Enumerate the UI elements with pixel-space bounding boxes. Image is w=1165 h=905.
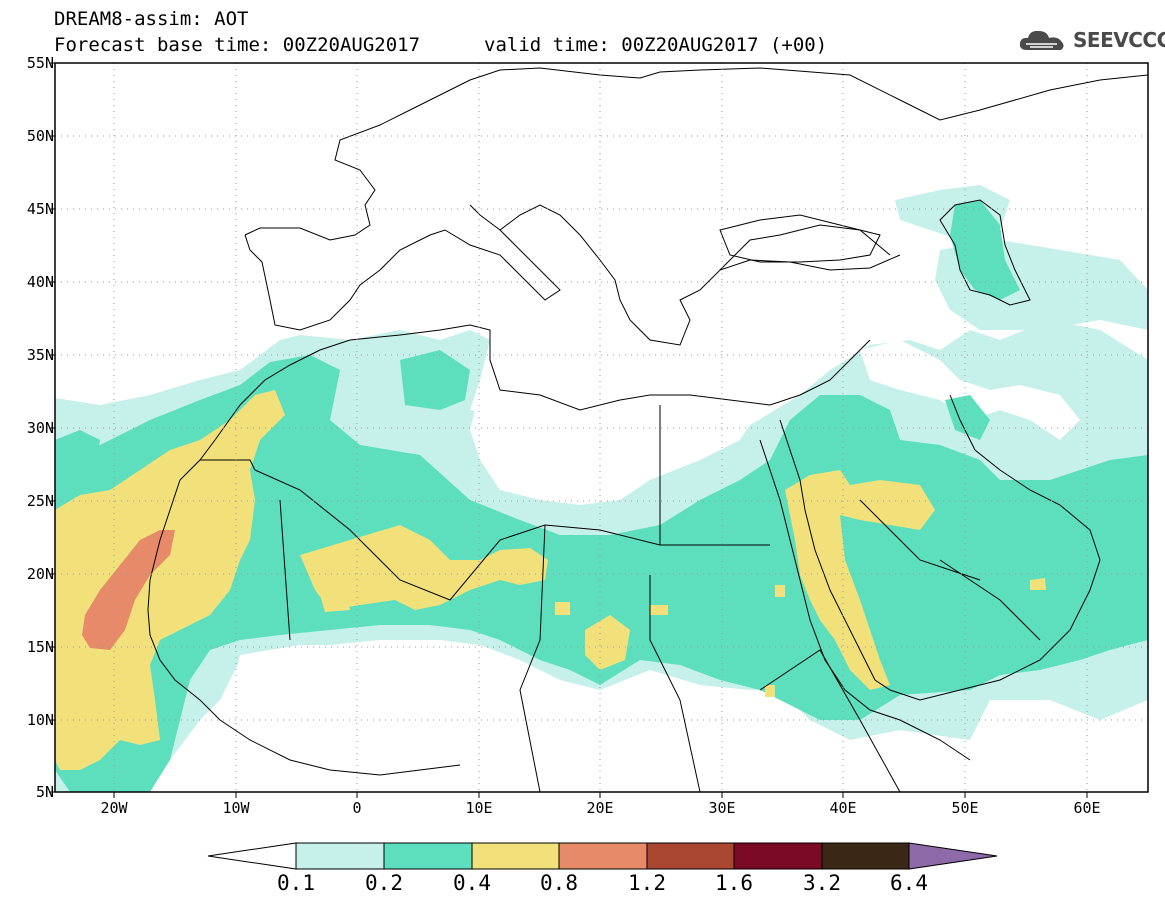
colorbar-label: 3.2: [803, 871, 841, 895]
coastlines-and-borders: [147, 67, 1148, 792]
lon-label: 0: [352, 799, 362, 817]
lat-label: 40N: [26, 273, 54, 291]
colorbar-swatch-5: [646, 842, 735, 870]
lon-label: 20W: [100, 799, 128, 817]
base-time: Forecast base time: 00Z20AUG2017: [54, 34, 421, 56]
contour-0.8: [82, 530, 175, 650]
lat-label: 35N: [26, 346, 54, 364]
colorbar-label: 0.2: [365, 871, 403, 895]
lat-label: 30N: [26, 419, 54, 437]
colorbar-swatch-3: [471, 842, 560, 870]
colorbar-label: 0.1: [277, 871, 315, 895]
colorbar-swatch-1: [295, 842, 385, 870]
colorbar-swatch-2: [383, 842, 473, 870]
aot-contours: [55, 185, 1148, 792]
lon-label: 10W: [222, 799, 250, 817]
colorbar-swatch-4: [558, 842, 648, 870]
lat-label: 20N: [26, 565, 54, 583]
lat-label: 15N: [26, 638, 54, 656]
seevccc-logo: SEEVCCC: [1017, 26, 1165, 54]
lat-label: 45N: [26, 200, 54, 218]
colorbar-swatch-7: [821, 842, 910, 870]
lon-label: 20E: [586, 799, 614, 817]
colorbar-high-arrow: [908, 842, 998, 870]
graticule: [55, 63, 1148, 792]
lon-label: 30E: [708, 799, 736, 817]
lon-label: 50E: [951, 799, 979, 817]
colorbar-label: 6.4: [890, 871, 928, 895]
colorbar-label: 1.6: [715, 871, 753, 895]
contour-below-0.1: [230, 340, 1080, 792]
lat-label: 55N: [26, 54, 54, 72]
map-title: DREAM8-assim: AOT: [54, 8, 249, 30]
logo-text: SEEVCCC: [1073, 28, 1165, 52]
lat-label: 50N: [26, 127, 54, 145]
cloud-icon: [1019, 30, 1064, 50]
lat-label: 10N: [26, 711, 54, 729]
contour-0.4: [55, 390, 1046, 770]
colorbar-label: 0.8: [540, 871, 578, 895]
axis-ticks: [49, 62, 1088, 798]
colorbar-low-arrow: [207, 842, 297, 870]
colorbar: [207, 842, 998, 870]
lat-label: 25N: [26, 492, 54, 510]
lon-label: 40E: [829, 799, 857, 817]
lon-label: 60E: [1073, 799, 1101, 817]
colorbar-label: 1.2: [628, 871, 666, 895]
colorbar-swatch-6: [733, 842, 823, 870]
colorbar-label: 0.4: [453, 871, 491, 895]
lat-label: 5N: [35, 783, 54, 801]
valid-time: valid time: 00Z20AUG2017 (+00): [484, 34, 828, 56]
lon-label: 10E: [465, 799, 493, 817]
